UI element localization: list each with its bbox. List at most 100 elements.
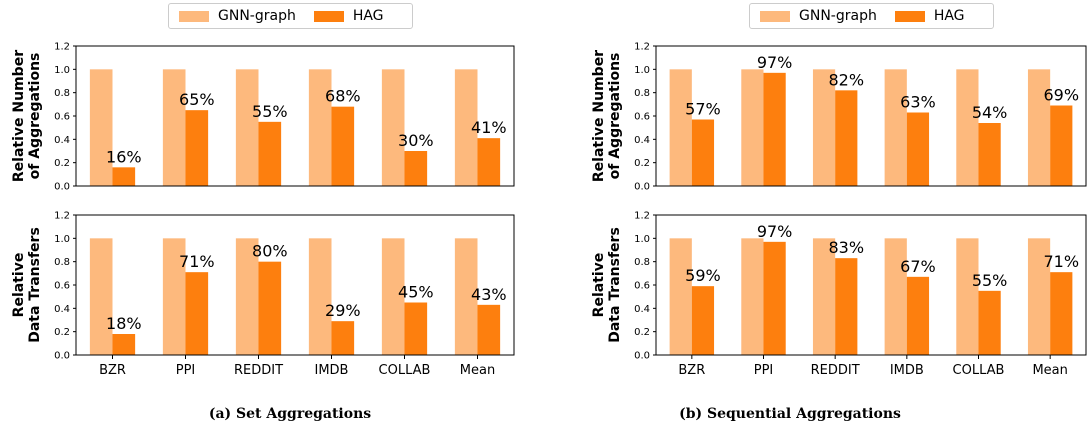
legend-item-hag: HAG [313,8,384,24]
bar-gnn-graph [381,238,405,355]
data-label: 71% [1043,252,1079,271]
bar-gnn-graph [308,69,332,186]
x-tick-label: IMDB [890,363,924,378]
bar-hag [185,272,209,355]
bar-gnn-graph [89,69,113,186]
y-axis-label-line2: Data Transfers [607,227,623,343]
y-tick-label: 0.8 [634,257,650,268]
bar-gnn-graph [884,238,907,355]
bar-hag [331,321,355,355]
y-tick-label: 0.4 [54,304,70,315]
data-label: 68% [325,87,361,106]
bar-hag [906,112,930,186]
bar-gnn-graph [381,69,405,186]
y-axis-label-line2: of Aggregations [27,53,43,180]
data-label: 45% [398,283,434,302]
y-axis-label-line2: of Aggregations [607,53,623,180]
y-tick-label: 1.0 [634,65,650,76]
bar-gnn-graph [812,238,836,355]
bar-gnn-graph [162,238,186,355]
data-label: 59% [685,266,721,285]
data-label: 82% [828,70,864,89]
legend-item-gnn-graph: GNN-graph [179,8,296,24]
bar-gnn-graph [741,238,764,355]
legend-label-hag: HAG [352,8,384,24]
y-tick-label: 0.2 [54,158,70,169]
bar-hag [477,304,501,355]
legend-label-gnn-graph: GNN-graph [218,8,296,24]
plot-frame [655,45,1087,187]
legend-swatch-hag [894,10,925,22]
bar-hag [835,90,858,186]
data-label: 67% [900,257,936,276]
legend-item-gnn-graph: GNN-graph [760,8,877,24]
y-axis-label-line1: Relative [11,253,27,318]
x-tick-label: BZR [678,363,705,378]
y-tick-label: 0.0 [634,351,650,362]
y-tick-label: 1.2 [54,42,70,53]
y-tick-label: 1.2 [634,211,650,222]
bar-hag [1050,105,1073,186]
y-tick-label: 1.2 [634,42,650,53]
y-axis-label-line1: Relative Number [11,50,27,182]
bar-hag [763,72,786,186]
data-label: 30% [398,131,434,150]
y-tick-label: 1.0 [54,234,70,245]
bar-hag [112,167,136,186]
bar-gnn-graph [162,69,186,186]
y-tick-label: 0.4 [634,135,650,146]
x-tick-label: IMDB [315,363,349,378]
legend-a: GNN-graph HAG [168,3,413,29]
x-tick-label: COLLAB [953,363,1005,378]
bar-hag [906,276,930,355]
bar-hag [691,119,715,186]
x-tick-label: REDDIT [811,363,860,378]
bar-gnn-graph [956,69,979,186]
data-label: 18% [106,314,142,333]
data-label: 43% [471,285,507,304]
legend-item-hag: HAG [894,8,965,24]
legend-label-hag: HAG [933,8,965,24]
x-tick-label: PPI [754,363,774,378]
bar-hag [258,121,282,186]
legend-swatch-gnn-graph [179,10,209,22]
y-tick-label: 0.6 [54,281,70,292]
bar-hag [763,241,786,355]
caption-b: (b) Sequential Aggregations [679,406,901,422]
bar-hag [835,258,858,355]
bar-gnn-graph [884,69,907,186]
bar-gnn-graph [89,238,113,355]
x-tick-label: BZR [99,363,126,378]
y-tick-label: 1.2 [54,211,70,222]
data-label: 57% [685,100,721,119]
data-label: 55% [972,271,1008,290]
bar-hag [404,151,428,186]
y-axis-label-line1: Relative [591,253,607,318]
plot-frame [75,214,515,356]
y-tick-label: 0.0 [54,182,70,193]
y-tick-label: 0.6 [634,281,650,292]
y-tick-label: 0.8 [634,88,650,99]
data-label: 54% [972,103,1008,122]
data-label: 97% [757,222,793,241]
bar-gnn-graph [235,69,259,186]
x-tick-label: COLLAB [379,363,431,378]
bar-gnn-graph [454,238,478,355]
y-axis-label-line1: Relative Number [591,50,607,182]
y-tick-label: 0.4 [634,304,650,315]
y-tick-label: 0.8 [54,88,70,99]
plot-frame [655,214,1087,356]
x-tick-label: Mean [1032,363,1067,378]
y-axis-label-line2: Data Transfers [27,227,43,343]
bar-hag [978,123,1001,186]
y-tick-label: 1.0 [54,65,70,76]
bar-gnn-graph [308,238,332,355]
bar-gnn-graph [741,69,764,186]
legend-b: GNN-graph HAG [749,3,994,29]
legend-label-gnn-graph: GNN-graph [799,8,877,24]
data-label: 65% [179,90,215,109]
legend-swatch-hag [313,10,344,22]
x-tick-label: REDDIT [234,363,283,378]
y-tick-label: 0.8 [54,257,70,268]
